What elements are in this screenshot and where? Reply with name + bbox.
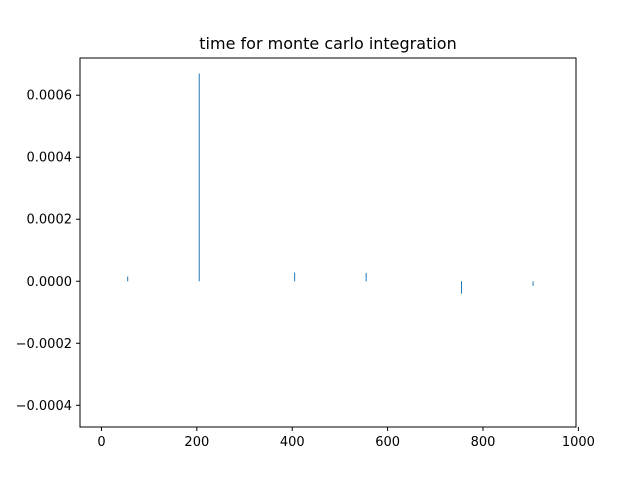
x-tick-label: 600 <box>375 435 400 450</box>
x-tick-label: 0 <box>97 435 105 450</box>
bar-1 <box>198 73 200 282</box>
bar-3 <box>365 272 367 282</box>
bar-4 <box>461 281 463 294</box>
y-tick-label: −0.0002 <box>16 337 72 352</box>
x-tick-label: 800 <box>471 435 496 450</box>
bar-5 <box>532 281 534 286</box>
bars-group <box>127 73 534 294</box>
y-tick-label: 0.0002 <box>27 213 73 228</box>
x-tick-label: 1000 <box>562 435 595 450</box>
y-tick-label: 0.0006 <box>27 89 73 104</box>
bar-0 <box>127 276 129 282</box>
y-tick-label: 0.0000 <box>27 275 73 290</box>
y-tick-label: −0.0004 <box>16 399 72 414</box>
y-axis-ticks: −0.0004 −0.0002 0.0000 0.0002 0.0004 0.0006 <box>16 89 80 414</box>
plot-area-frame <box>79 57 577 428</box>
x-axis-ticks: 0 200 400 600 800 1000 <box>97 427 595 450</box>
chart-title: time for monte carlo integration <box>199 34 456 53</box>
x-tick-label: 200 <box>184 435 209 450</box>
x-tick-label: 400 <box>280 435 305 450</box>
y-tick-label: 0.0004 <box>27 151 73 166</box>
bar-2 <box>294 272 296 282</box>
